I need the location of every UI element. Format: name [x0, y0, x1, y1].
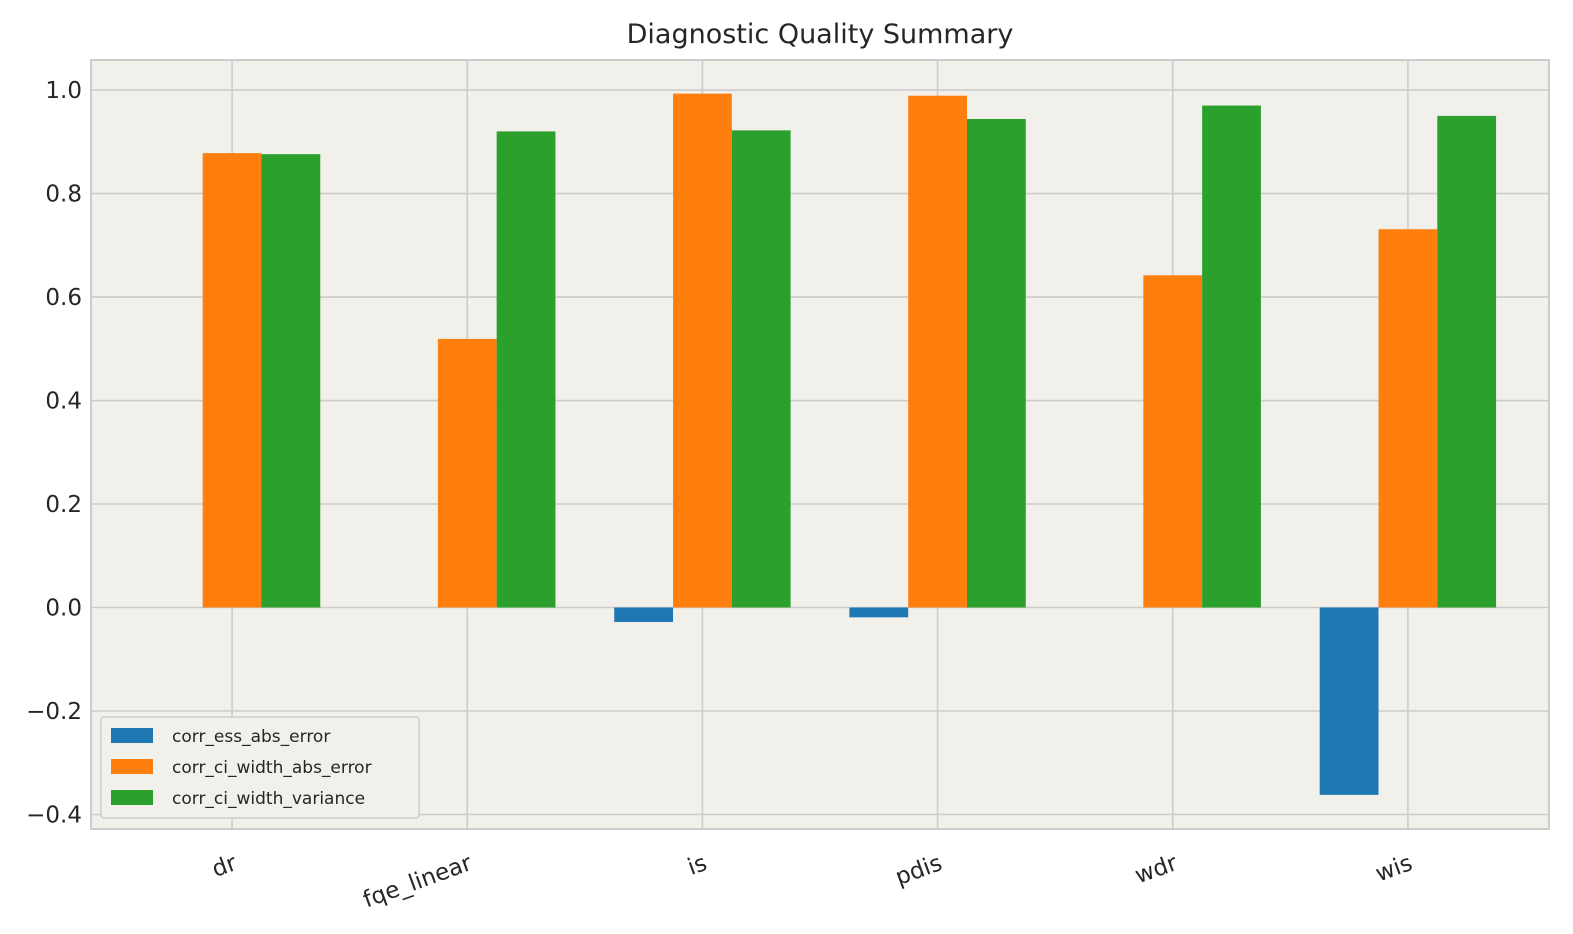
- bar-corr_ess_abs_error-wis: [1319, 607, 1379, 795]
- legend-swatch: [111, 759, 153, 774]
- bar-corr_ess_abs_error-pdis: [849, 607, 909, 618]
- plot-background: [91, 60, 1549, 829]
- bar-corr_ci_width_variance-dr: [261, 154, 321, 608]
- bar-corr_ci_width_abs_error-is: [673, 93, 732, 608]
- bar-corr_ci_width_variance-pdis: [966, 118, 1026, 608]
- x-tick-label: fqe_linear: [360, 850, 476, 913]
- bar-corr_ci_width_abs_error-wdr: [1143, 275, 1203, 608]
- y-tick-label: 0.0: [45, 596, 82, 622]
- legend-swatch: [111, 790, 153, 805]
- bar-corr_ci_width_variance-is: [731, 130, 791, 608]
- y-tick-label: 0.8: [45, 182, 82, 208]
- bar-corr_ci_width_abs_error-fqe_linear: [437, 338, 497, 608]
- bar-corr_ci_width_variance-fqe_linear: [496, 131, 556, 608]
- x-tick-labels: dr fqe_linear is pdis wdr wis: [209, 850, 1416, 913]
- bar-corr_ci_width_abs_error-pdis: [908, 95, 967, 608]
- y-tick-label: −0.4: [26, 803, 82, 829]
- y-tick-labels: −0.4 −0.2 0.0 0.2 0.4 0.6 0.8 1.0: [26, 78, 82, 828]
- chart-title: Diagnostic Quality Summary: [627, 19, 1014, 50]
- x-tick-label: dr: [209, 850, 241, 883]
- legend: corr_ess_abs_error corr_ci_width_abs_erro…: [100, 716, 420, 819]
- legend-label: corr_ci_width_variance: [172, 789, 365, 809]
- bar-corr_ci_width_variance-wis: [1437, 115, 1497, 608]
- y-tick-label: 0.6: [45, 285, 82, 311]
- y-tick-label: −0.2: [26, 699, 82, 725]
- bar-corr_ess_abs_error-is: [614, 607, 674, 623]
- legend-box: [100, 716, 420, 819]
- plot-frame: [90, 59, 1550, 830]
- legend-label: corr_ess_abs_error: [172, 727, 330, 747]
- bar-corr_ci_width_abs_error-wis: [1378, 229, 1438, 608]
- x-tick-label: wis: [1372, 850, 1416, 887]
- y-tick-label: 0.4: [45, 389, 82, 415]
- y-tick-label: 0.2: [45, 492, 82, 518]
- bar-corr_ci_width_abs_error-dr: [202, 153, 262, 608]
- legend-label: corr_ci_width_abs_error: [172, 758, 372, 778]
- x-tick-label: is: [684, 850, 710, 881]
- y-tick-label: 1.0: [45, 78, 82, 104]
- bars: [202, 93, 1497, 795]
- x-tick-label: pdis: [892, 850, 946, 891]
- legend-swatch: [111, 728, 153, 743]
- bar-corr_ci_width_variance-wdr: [1202, 105, 1261, 608]
- x-tick-label: wdr: [1132, 850, 1182, 889]
